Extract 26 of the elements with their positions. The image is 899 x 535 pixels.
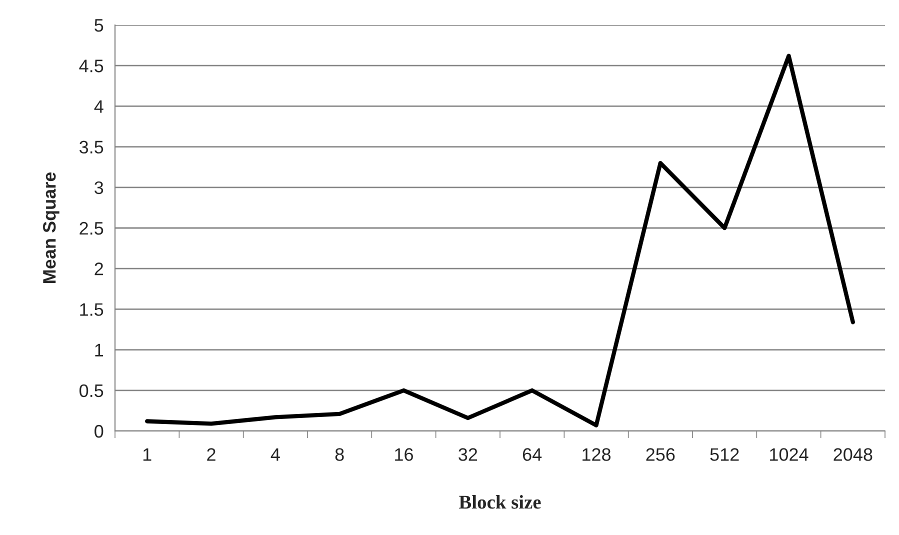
x-axis-title: Block size bbox=[459, 495, 541, 509]
x-tick-label: 8 bbox=[335, 448, 344, 461]
x-tick-label: 512 bbox=[710, 448, 739, 461]
y-tick-label: 2.5 bbox=[80, 222, 104, 235]
line-series bbox=[145, 54, 855, 428]
y-tick-label: 5 bbox=[94, 19, 104, 32]
y-tick-label: 0.5 bbox=[79, 384, 104, 398]
x-tick-label: 32 bbox=[458, 448, 478, 461]
x-tick-label: 2048 bbox=[834, 448, 872, 461]
y-tick-label: 2 bbox=[94, 262, 103, 276]
y-tick-label: 3.5 bbox=[79, 140, 104, 154]
x-tick-label: 16 bbox=[395, 448, 413, 461]
y-axis-title: Mean Square bbox=[42, 172, 60, 283]
y-tick-label: 0 bbox=[94, 424, 104, 438]
y-tick-label: 4.5 bbox=[79, 60, 104, 72]
y-tick-label: 3 bbox=[94, 181, 104, 194]
x-tick-label: 1024 bbox=[770, 448, 808, 461]
y-tick-label: 4 bbox=[94, 100, 104, 113]
x-tick-label: 128 bbox=[582, 448, 611, 461]
x-tick-label: 4 bbox=[270, 448, 280, 461]
y-tick-label: 1 bbox=[95, 344, 104, 356]
y-tick-label: 1.5 bbox=[80, 303, 104, 316]
x-tick-label: 2 bbox=[207, 448, 216, 461]
x-tick-label: 1 bbox=[143, 448, 152, 461]
x-tick-label: 256 bbox=[646, 448, 675, 461]
x-tick-label: 64 bbox=[522, 448, 542, 461]
